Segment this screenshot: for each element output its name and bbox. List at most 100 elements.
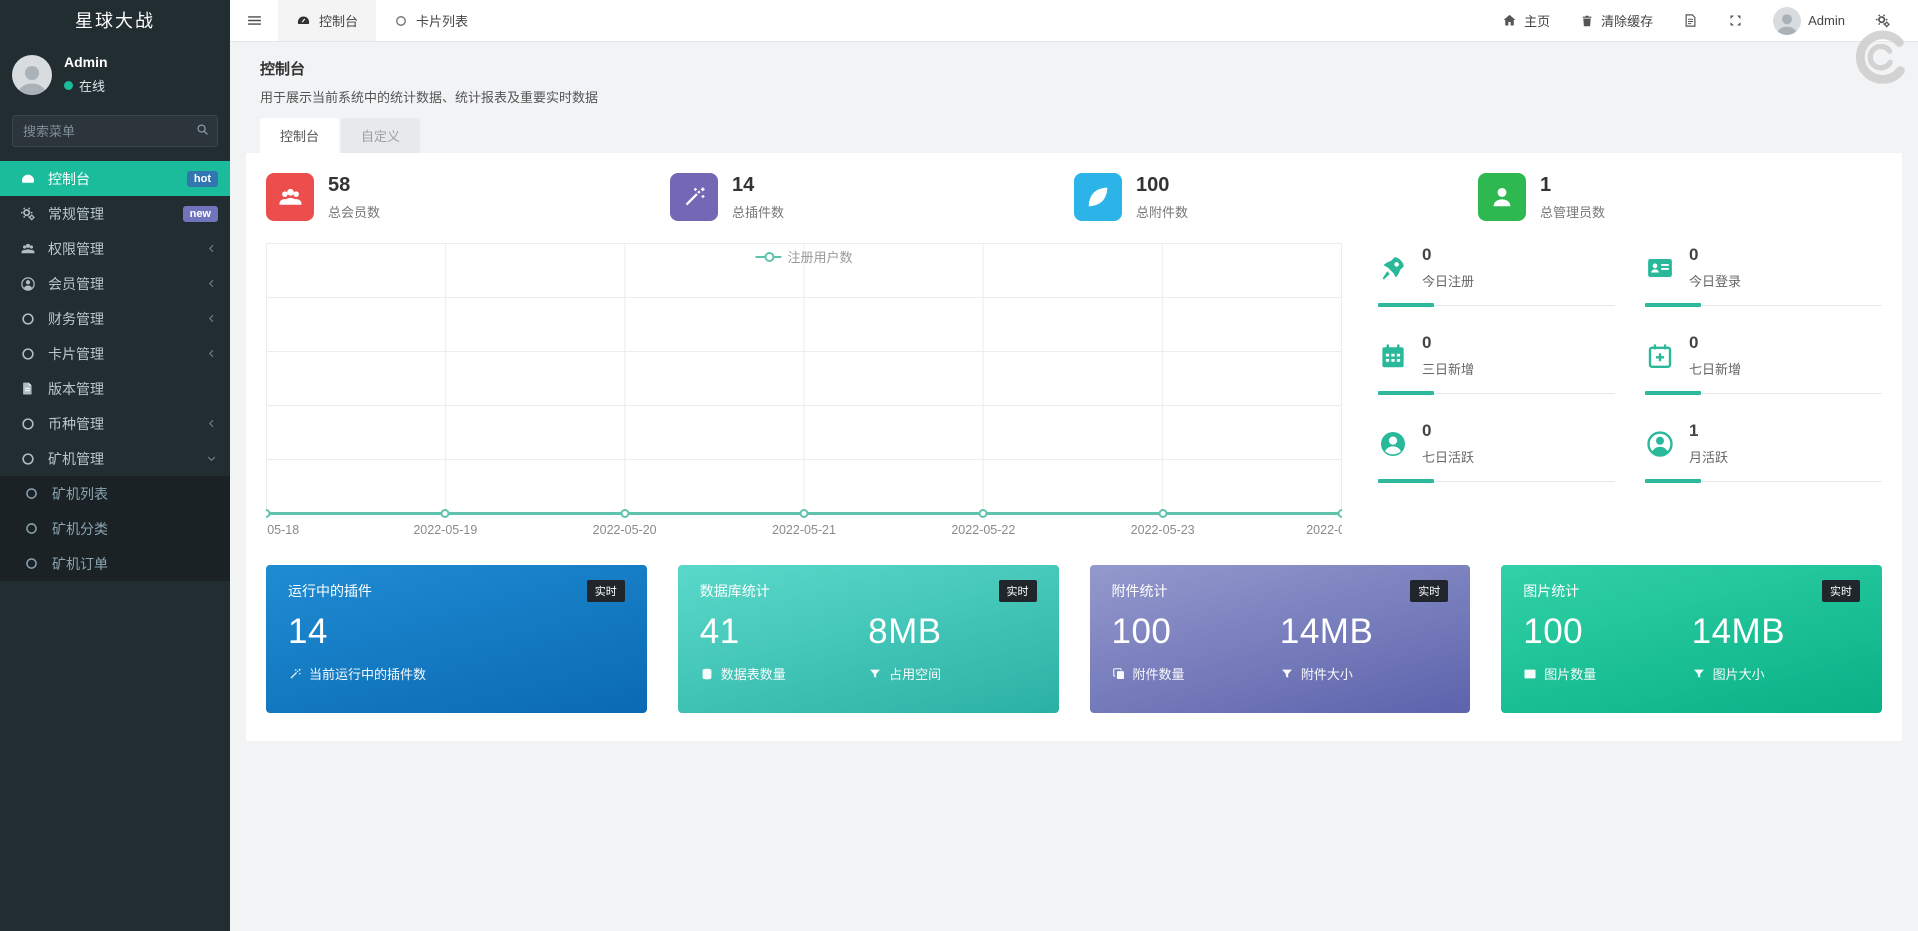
circle-icon [24, 521, 42, 536]
users-icon [20, 241, 38, 257]
sidebar-item-miners[interactable]: 矿机管理 [0, 441, 230, 476]
x-axis-label: 2022-05-20 [592, 523, 657, 537]
sidebar-item-miner-list[interactable]: 矿机列表 [0, 476, 230, 511]
sidebar: 星球大战 Admin 在线 控制台 hot 常规管理 new 权限管理 会员管理 [0, 0, 230, 931]
sidebar-item-general[interactable]: 常规管理 new [0, 196, 230, 231]
sidebar-menu: 控制台 hot 常规管理 new 权限管理 会员管理 财务管理 卡片管理 [0, 161, 230, 931]
x-axis-label: 2022-05- [1306, 523, 1342, 537]
nav-tab-dashboard[interactable]: 控制台 [278, 0, 377, 41]
nav-tab-card-list[interactable]: 卡片列表 [376, 0, 486, 41]
registered-users-chart[interactable]: 注册用户数 05-18 2022-05-19 2022-05-20 2022-0… [266, 243, 1342, 539]
page-title: 控制台 [260, 61, 306, 78]
hamburger-menu-icon[interactable] [230, 0, 278, 41]
clear-cache-button[interactable]: 清除缓存 [1567, 0, 1666, 42]
chart-grid [266, 243, 1342, 513]
user-icon [1478, 173, 1526, 221]
sidebar-item-permissions[interactable]: 权限管理 [0, 231, 230, 266]
sidebar-item-members[interactable]: 会员管理 [0, 266, 230, 301]
copy-icon [1112, 667, 1126, 681]
dashboard-panel: 58 总会员数 14 总插件数 100 总附件数 1 总管理员数 [246, 153, 1902, 741]
sidebar-item-dashboard[interactable]: 控制台 hot [0, 161, 230, 196]
leaf-icon [1074, 173, 1122, 221]
online-dot-icon [64, 81, 73, 90]
circle-icon [20, 451, 38, 467]
circle-icon [20, 346, 38, 362]
x-axis-label: 2022-05-23 [1130, 523, 1195, 537]
chart-legend[interactable]: 注册用户数 [755, 247, 853, 266]
page-subtitle: 用于展示当前系统中的统计数据、统计报表及重要实时数据 [260, 90, 599, 105]
gear-icon [1875, 13, 1891, 29]
realtime-badge: 实时 [1822, 580, 1860, 602]
file-icon [20, 381, 38, 396]
language-button[interactable] [1670, 0, 1711, 42]
sidebar-item-finance[interactable]: 财务管理 [0, 301, 230, 336]
x-axis-label: 2022-05-22 [951, 523, 1016, 537]
sidebar-item-currencies[interactable]: 币种管理 [0, 406, 230, 441]
circle-icon [20, 311, 38, 327]
metric: 8MB 占用空间 [868, 612, 942, 682]
chart-and-mini-stats: 注册用户数 05-18 2022-05-19 2022-05-20 2022-0… [266, 243, 1882, 539]
data-point [620, 509, 630, 518]
filter-icon [1280, 667, 1294, 681]
metric: 14MB 图片大小 [1691, 612, 1786, 682]
calendar-plus-icon [1645, 341, 1675, 371]
fullscreen-button[interactable] [1715, 0, 1756, 42]
metric: 14 当前运行中的插件数 [288, 612, 427, 682]
data-point [1158, 509, 1168, 518]
sidebar-item-miner-orders[interactable]: 矿机订单 [0, 546, 230, 581]
filter-icon [1692, 667, 1706, 681]
sidebar-item-versions[interactable]: 版本管理 [0, 371, 230, 406]
x-axis-label: 2022-05-19 [413, 523, 478, 537]
stat-underline [1378, 479, 1615, 483]
language-doc-icon [1683, 13, 1698, 28]
user-status: 在线 [64, 76, 108, 95]
card-image-stats: 图片统计 实时 100 图片数量 14MB 图片大小 [1501, 565, 1882, 713]
sidebar-item-cards[interactable]: 卡片管理 [0, 336, 230, 371]
realtime-cards-row: 运行中的插件 实时 14 当前运行中的插件数 数据库统计 实时 41 数据表数量 [266, 565, 1882, 713]
search-input[interactable] [12, 115, 218, 147]
card-running-plugins: 运行中的插件 实时 14 当前运行中的插件数 [266, 565, 647, 713]
main-area: 控制台 卡片列表 主页 清除缓存 Admin [230, 0, 1918, 931]
circle-icon [24, 486, 42, 501]
database-icon [700, 667, 714, 681]
home-button[interactable]: 主页 [1489, 0, 1563, 42]
settings-button[interactable] [1862, 0, 1904, 42]
user-menu[interactable]: Admin [1760, 0, 1858, 42]
stat-underline [1378, 391, 1615, 395]
mini-stats-grid: 0 今日注册 0 今日登录 0 三日新增 [1378, 243, 1882, 539]
avatar [1773, 6, 1802, 35]
chevron-left-icon [205, 347, 218, 360]
x-axis-label: 05-18 [267, 523, 300, 537]
magic-wand-icon [670, 173, 718, 221]
tab-custom[interactable]: 自定义 [341, 118, 421, 153]
stat-total-members: 58 总会员数 [266, 173, 670, 221]
stat-three-day-new: 0 三日新增 [1378, 333, 1615, 395]
stat-seven-day-new: 0 七日新增 [1645, 333, 1882, 395]
circle-icon [394, 14, 408, 28]
tab-dashboard[interactable]: 控制台 [260, 118, 340, 153]
user-avatar [12, 54, 52, 95]
user-circle-solid-icon [1378, 429, 1408, 459]
content-area: 控制台 用于展示当前系统中的统计数据、统计报表及重要实时数据 控制台 自定义 5… [230, 42, 1918, 931]
legend-line-marker-icon [755, 251, 782, 262]
stat-month-active: 1 月活跃 [1645, 421, 1882, 483]
chevron-down-icon [205, 452, 218, 465]
card-attachment-stats: 附件统计 实时 100 附件数量 14MB 附件大小 [1089, 565, 1471, 713]
app-brand: 星球大战 [75, 11, 155, 31]
search-icon[interactable] [195, 122, 210, 137]
home-icon [1502, 13, 1517, 28]
stat-total-admins: 1 总管理员数 [1478, 173, 1882, 221]
rocket-icon [1378, 253, 1408, 283]
miners-submenu: 矿机列表 矿机分类 矿机订单 [0, 476, 230, 581]
user-circle-icon [20, 276, 38, 292]
image-icon [1523, 667, 1537, 681]
calendar-icon [1378, 341, 1408, 371]
data-point [440, 509, 450, 518]
id-card-icon [1645, 253, 1675, 283]
gauge-icon [296, 13, 311, 28]
content-tabs: 控制台 自定义 [246, 118, 1902, 153]
realtime-badge: 实时 [1410, 580, 1449, 602]
top-navbar: 控制台 卡片列表 主页 清除缓存 Admin [230, 0, 1918, 42]
users-icon [266, 173, 314, 221]
sidebar-item-miner-category[interactable]: 矿机分类 [0, 511, 230, 546]
